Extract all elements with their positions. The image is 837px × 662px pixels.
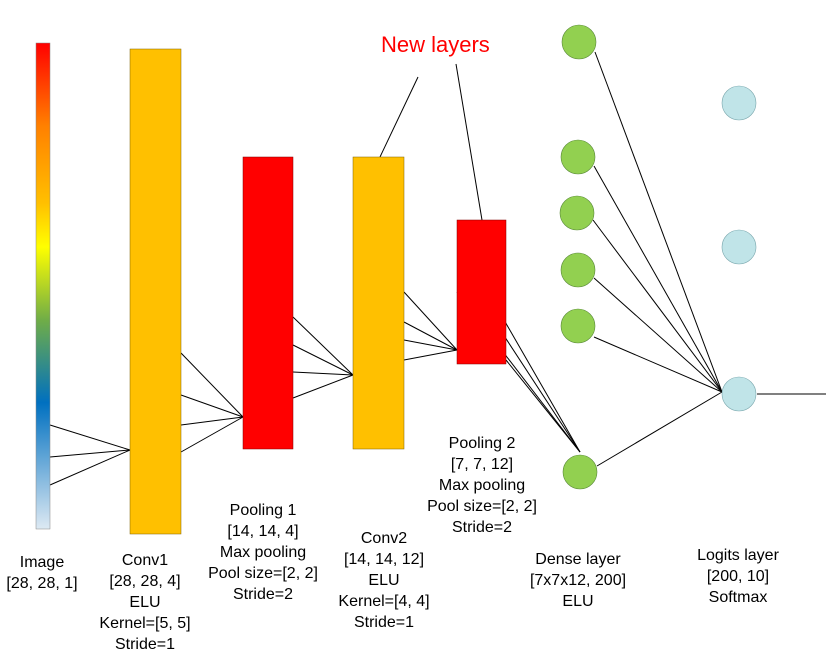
conv1-block: [129, 48, 182, 535]
connection-line: [505, 359, 581, 453]
connection-line: [593, 277, 723, 393]
caption-line: Kernel=[4, 4]: [338, 593, 430, 610]
dense-node: [562, 454, 598, 490]
caption-line: [14, 14, 4]: [227, 523, 299, 540]
connection-line: [180, 416, 244, 453]
connection-line: [180, 352, 244, 418]
caption-line: Image: [19, 554, 65, 571]
logit-node: [721, 376, 757, 412]
caption-line: Stride=1: [353, 614, 415, 631]
connection-line: [292, 374, 354, 399]
dense-node: [560, 308, 596, 344]
image-caption: Image [28, 28, 1]: [6, 552, 77, 594]
caption-line: [14, 14, 12]: [343, 551, 425, 568]
caption-line: Pool size=[2, 2]: [208, 565, 318, 582]
caption-line: Logits layer: [697, 547, 779, 564]
connection-line: [403, 339, 458, 351]
dense-node: [561, 24, 597, 60]
caption-line: Stride=1: [114, 636, 176, 653]
image-bar: [35, 42, 51, 530]
connection-line: [292, 316, 354, 376]
caption-line: [28, 28, 1]: [6, 575, 78, 592]
connections: [49, 51, 826, 486]
caption-line: Stride=2: [232, 586, 294, 603]
connection-line: [593, 336, 723, 393]
connection-line: [403, 291, 458, 351]
logits-caption: Logits layer [200, 10] Softmax: [697, 545, 779, 608]
connection-line: [596, 391, 723, 467]
pool2-caption: Pooling 2 [7, 7, 12] Max pooling Pool si…: [427, 433, 537, 538]
connection-line: [592, 219, 723, 393]
caption-line: Pool size=[2, 2]: [427, 498, 537, 515]
connection-line: [593, 165, 723, 393]
logit-nodes: [721, 85, 757, 412]
connection-line: [49, 449, 131, 458]
caption-line: Kernel=[5, 5]: [99, 615, 191, 632]
caption-line: Max pooling: [438, 477, 526, 494]
caption-line: Pooling 2: [448, 435, 516, 452]
connection-line: [49, 424, 131, 451]
caption-line: [28, 28, 4]: [109, 573, 181, 590]
caption-line: [7, 7, 12]: [450, 456, 514, 473]
conv2-caption: Conv2 [14, 14, 12] ELU Kernel=[4, 4] Str…: [338, 528, 429, 633]
dense-node: [560, 252, 596, 288]
connection-line: [594, 51, 723, 393]
caption-line: Softmax: [708, 589, 768, 606]
connection-line: [180, 394, 244, 418]
caption-line: ELU: [129, 594, 161, 611]
caption-line: Pooling 1: [229, 502, 297, 519]
connection-line: [292, 344, 354, 376]
connection-line: [403, 349, 458, 361]
annotation-leader: [379, 76, 419, 158]
caption-line: Conv2: [360, 530, 408, 547]
pool2-block: [456, 219, 507, 365]
caption-line: Conv1: [121, 552, 169, 569]
caption-line: Dense layer: [535, 551, 621, 568]
pool1-caption: Pooling 1 [14, 14, 4] Max pooling Pool s…: [208, 500, 318, 605]
conv2-block: [352, 156, 405, 450]
connection-line: [180, 416, 244, 426]
connection-line: [499, 312, 581, 453]
dense-node: [560, 139, 596, 175]
dense-node: [559, 195, 595, 231]
logit-node: [721, 85, 757, 121]
conv1-caption: Conv1 [28, 28, 4] ELU Kernel=[5, 5] Stri…: [99, 550, 190, 655]
new-layers-annotation: New layers: [381, 32, 490, 57]
connection-line: [49, 449, 131, 486]
pool1-block: [242, 156, 294, 450]
dense-nodes: [559, 24, 598, 490]
caption-line: Stride=2: [451, 519, 513, 536]
connection-line: [292, 371, 354, 376]
caption-line: Max pooling: [219, 544, 307, 561]
caption-line: ELU: [562, 593, 594, 610]
logit-node: [721, 229, 757, 265]
caption-line: [200, 10]: [706, 568, 770, 585]
caption-line: ELU: [368, 572, 400, 589]
connection-line: [403, 321, 458, 351]
dense-caption: Dense layer [7x7x12, 200] ELU: [530, 549, 626, 612]
annotation-leader: [455, 63, 483, 221]
caption-line: [7x7x12, 200]: [529, 572, 627, 589]
